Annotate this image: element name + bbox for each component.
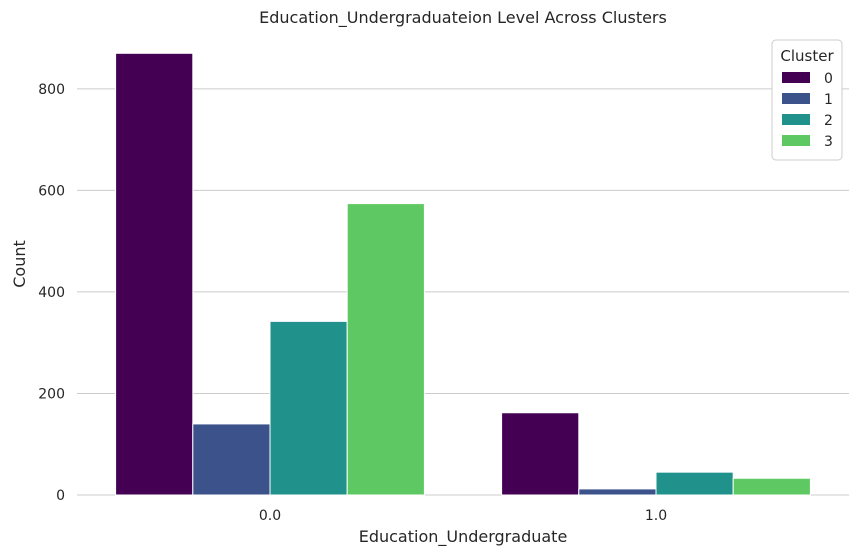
bar-cluster-2-cat-0.0 (269, 320, 348, 496)
legend-title: Cluster (780, 47, 834, 65)
y-tick-label: 200 (38, 386, 65, 402)
y-tick-label: 600 (38, 183, 65, 199)
legend-entry: 1 (824, 92, 833, 108)
legend-entry: 3 (824, 134, 833, 150)
legend-entry: 2 (824, 113, 833, 129)
bar-cluster-3-cat-1.0 (732, 477, 811, 496)
bars-layer (115, 52, 811, 496)
legend-swatch (782, 114, 810, 125)
bar-cluster-3-cat-0.0 (346, 203, 425, 496)
x-axis-label: Education_Undergraduate (359, 527, 568, 547)
legend-swatch (782, 93, 810, 104)
plot-area (77, 33, 849, 495)
y-tick-label: 800 (38, 82, 65, 98)
chart-title: Education_Undergraduateion Level Across … (259, 8, 667, 28)
x-tick-label: 0.0 (259, 508, 281, 524)
x-tick-labels: 0.0 1.0 (259, 508, 667, 524)
y-axis-label: Count (10, 240, 29, 288)
legend-swatch (782, 135, 810, 146)
legend-items: 0 1 2 3 (782, 71, 833, 150)
x-tick-label: 1.0 (645, 508, 667, 524)
y-tick-label: 0 (56, 488, 65, 504)
legend-swatch (782, 72, 810, 83)
bar-cluster-2-cat-1.0 (655, 471, 734, 496)
legend-entry: 0 (824, 71, 833, 87)
bar-cluster-1-cat-0.0 (192, 423, 271, 496)
y-tick-labels: 0 200 400 600 800 (38, 82, 65, 504)
bar-cluster-0-cat-0.0 (115, 52, 194, 496)
bar-cluster-0-cat-1.0 (501, 412, 580, 496)
bar-cluster-1-cat-1.0 (578, 488, 657, 496)
y-tick-label: 400 (38, 285, 65, 301)
legend: Cluster 0 1 2 3 (771, 39, 843, 161)
